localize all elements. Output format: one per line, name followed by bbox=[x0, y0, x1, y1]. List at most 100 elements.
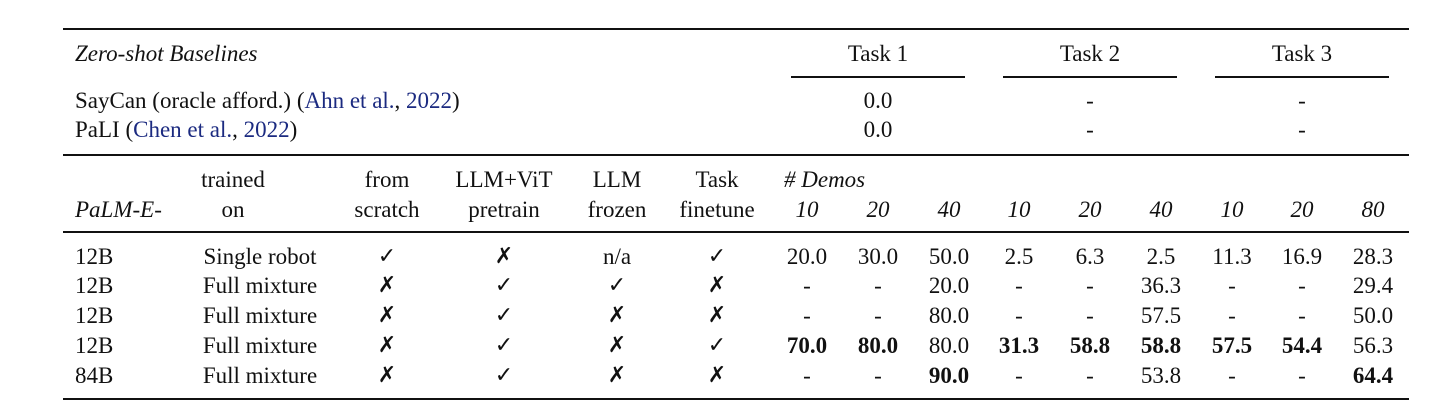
header-trained-on-line2: on bbox=[221, 197, 245, 222]
llm-frozen-mark: ✗ bbox=[607, 333, 627, 358]
citation-author-link[interactable]: Chen et al. bbox=[133, 117, 233, 142]
from-scratch-mark: ✗ bbox=[377, 363, 397, 388]
bottom-rule bbox=[63, 398, 1409, 400]
header-llm-frozen-line2: frozen bbox=[587, 197, 647, 222]
success-rate-cell: 57.5 bbox=[1140, 303, 1182, 328]
success-rate-cell: - bbox=[803, 303, 811, 328]
header-from-scratch-line1: from bbox=[364, 167, 410, 192]
success-rate-cell: 50.0 bbox=[1352, 303, 1394, 328]
header-from-scratch-line2: scratch bbox=[354, 197, 420, 222]
task-2-underline bbox=[1003, 76, 1177, 78]
success-rate-cell: - bbox=[803, 363, 811, 388]
trained-on-cell: Full mixture bbox=[202, 363, 318, 388]
header-trained-on-line1: trained bbox=[201, 167, 265, 192]
task-finetune-mark: ✓ bbox=[707, 244, 727, 269]
llm-frozen-mark: ✓ bbox=[607, 273, 627, 298]
citation-separator: , bbox=[394, 88, 407, 113]
model-size-cell: 12B bbox=[75, 303, 114, 328]
success-rate-cell: 64.4 bbox=[1352, 363, 1394, 388]
citation-year-link[interactable]: 2022 bbox=[406, 88, 453, 113]
model-size-cell: 12B bbox=[75, 273, 114, 298]
citation-close: ) bbox=[452, 88, 460, 113]
success-rate-cell: 50.0 bbox=[928, 244, 970, 269]
success-rate-cell: 58.8 bbox=[1069, 333, 1111, 358]
trained-on-cell: Full mixture bbox=[202, 273, 318, 298]
success-rate-cell: 28.3 bbox=[1352, 244, 1394, 269]
header-rule bbox=[63, 231, 1409, 233]
header-model: PaLM-E- bbox=[75, 197, 162, 222]
saycan-task-1: 0.0 bbox=[863, 88, 893, 113]
success-rate-cell: 54.4 bbox=[1281, 333, 1323, 358]
success-rate-cell: - bbox=[803, 273, 811, 298]
success-rate-cell: - bbox=[1086, 363, 1094, 388]
header-demos-col-6: 40 bbox=[1149, 197, 1173, 222]
success-rate-cell: 30.0 bbox=[857, 244, 899, 269]
success-rate-cell: 16.9 bbox=[1281, 244, 1323, 269]
from-scratch-mark: ✗ bbox=[377, 273, 397, 298]
llm-vit-pretrain-mark: ✓ bbox=[494, 273, 514, 298]
success-rate-cell: - bbox=[1015, 363, 1023, 388]
baseline-name: SayCan (oracle afford.) ( bbox=[75, 88, 305, 113]
header-demos-col-7: 10 bbox=[1220, 197, 1244, 222]
success-rate-cell: 53.8 bbox=[1140, 363, 1182, 388]
citation-author-link[interactable]: Ahn et al. bbox=[304, 88, 395, 113]
success-rate-cell: - bbox=[1228, 273, 1236, 298]
model-size-cell: 12B bbox=[75, 333, 114, 358]
citation-separator: , bbox=[232, 117, 244, 142]
success-rate-cell: 11.3 bbox=[1212, 244, 1252, 269]
citation-year-link[interactable]: 2022 bbox=[243, 117, 290, 142]
trained-on-cell: Single robot bbox=[203, 244, 317, 269]
header-demos-col-5: 20 bbox=[1078, 197, 1102, 222]
success-rate-cell: 70.0 bbox=[786, 333, 828, 358]
llm-vit-pretrain-mark: ✓ bbox=[494, 363, 514, 388]
llm-vit-pretrain-mark: ✗ bbox=[494, 244, 514, 269]
success-rate-cell: - bbox=[874, 273, 882, 298]
success-rate-cell: 2.5 bbox=[1146, 244, 1176, 269]
llm-vit-pretrain-mark: ✓ bbox=[494, 333, 514, 358]
from-scratch-mark: ✓ bbox=[377, 244, 397, 269]
task-1-header: Task 1 bbox=[847, 41, 909, 66]
llm-frozen-mark: ✗ bbox=[607, 303, 627, 328]
header-demos-col-8: 20 bbox=[1290, 197, 1314, 222]
trained-on-cell: Full mixture bbox=[202, 333, 318, 358]
success-rate-cell: 29.4 bbox=[1352, 273, 1394, 298]
trained-on-cell: Full mixture bbox=[202, 303, 318, 328]
success-rate-cell: 80.0 bbox=[928, 303, 970, 328]
task-3-underline bbox=[1215, 76, 1389, 78]
success-rate-cell: 31.3 bbox=[998, 333, 1040, 358]
llm-vit-pretrain-mark: ✓ bbox=[494, 303, 514, 328]
success-rate-cell: - bbox=[1228, 363, 1236, 388]
success-rate-cell: - bbox=[1298, 303, 1306, 328]
success-rate-cell: 90.0 bbox=[928, 363, 970, 388]
zero-shot-title: Zero-shot Baselines bbox=[75, 41, 258, 66]
success-rate-cell: - bbox=[874, 363, 882, 388]
task-finetune-mark: ✓ bbox=[707, 333, 727, 358]
baseline-row-pali: PaLI (Chen et al., 2022) bbox=[75, 116, 297, 144]
task-1-underline bbox=[791, 76, 965, 78]
pali-task-2: - bbox=[1086, 117, 1094, 142]
header-demos-col-9: 80 bbox=[1361, 197, 1385, 222]
success-rate-cell: - bbox=[874, 303, 882, 328]
success-rate-cell: 36.3 bbox=[1140, 273, 1182, 298]
pali-task-3: - bbox=[1298, 117, 1306, 142]
success-rate-cell: - bbox=[1228, 303, 1236, 328]
task-2-header: Task 2 bbox=[1059, 41, 1121, 66]
task-3-header: Task 3 bbox=[1271, 41, 1333, 66]
mid-rule bbox=[63, 154, 1409, 156]
model-size-cell: 12B bbox=[75, 244, 114, 269]
header-task-finetune-line2: finetune bbox=[679, 197, 755, 222]
header-demos-col-2: 20 bbox=[866, 197, 890, 222]
success-rate-cell: - bbox=[1015, 303, 1023, 328]
baseline-name: PaLI ( bbox=[75, 117, 134, 142]
saycan-task-3: - bbox=[1298, 88, 1306, 113]
success-rate-cell: 20.0 bbox=[928, 273, 970, 298]
task-finetune-mark: ✗ bbox=[707, 273, 727, 298]
success-rate-cell: 58.8 bbox=[1140, 333, 1182, 358]
header-demos-col-3: 40 bbox=[937, 197, 961, 222]
header-task-finetune-line1: Task bbox=[695, 167, 739, 192]
saycan-task-2: - bbox=[1086, 88, 1094, 113]
top-rule bbox=[63, 28, 1409, 30]
success-rate-cell: 56.3 bbox=[1352, 333, 1394, 358]
pali-task-1: 0.0 bbox=[863, 117, 893, 142]
success-rate-cell: 20.0 bbox=[786, 244, 828, 269]
